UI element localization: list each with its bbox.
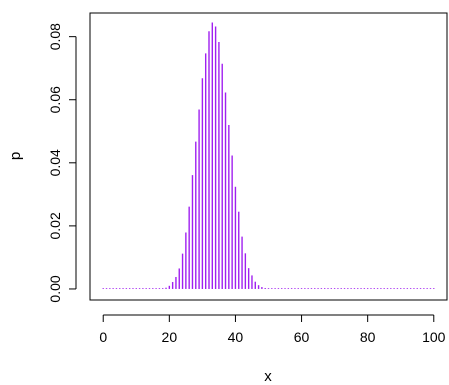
x-tick-label: 0 [99, 329, 107, 345]
x-tick-label: 60 [294, 329, 310, 345]
y-tick-label: 0.02 [47, 212, 63, 239]
x-axis: 0 20 40 60 80 100 [99, 314, 446, 345]
x-tick-label: 40 [228, 329, 244, 345]
x-tick-label: 80 [360, 329, 376, 345]
x-axis-label: x [264, 368, 272, 385]
y-tick-label: 0.00 [47, 275, 63, 302]
y-axis-label: p [7, 152, 24, 160]
y-tick-label: 0.08 [47, 23, 63, 50]
x-tick-label: 100 [422, 329, 446, 345]
plot-frame [89, 12, 448, 301]
y-tick-label: 0.04 [47, 149, 63, 176]
bar-series [102, 22, 435, 289]
x-tick-label: 20 [162, 329, 178, 345]
y-tick-label: 0.06 [47, 86, 63, 113]
y-axis: 0.00 0.02 0.04 0.06 0.08 [47, 23, 77, 303]
